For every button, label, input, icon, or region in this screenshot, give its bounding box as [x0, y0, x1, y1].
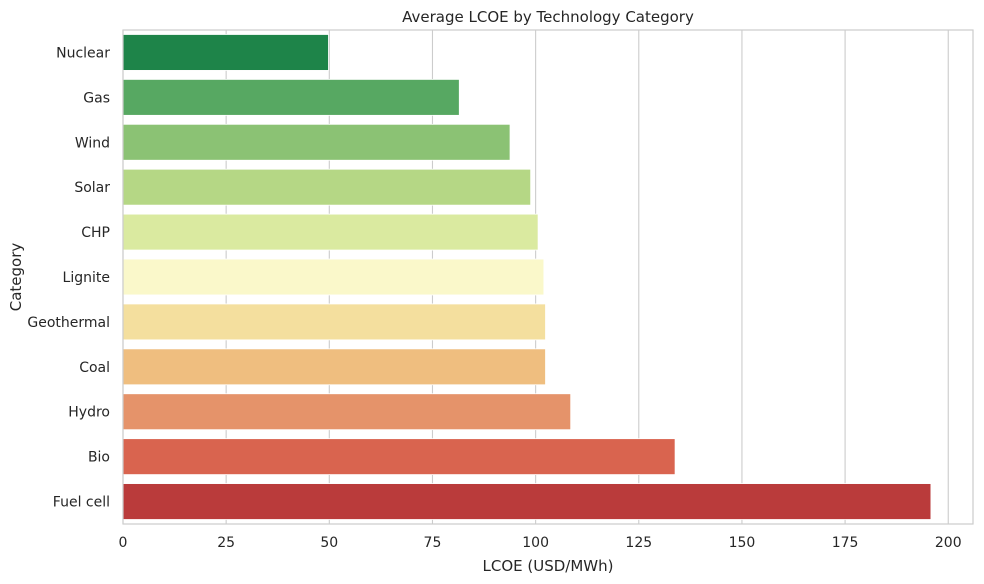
y-tick-label: Solar: [74, 180, 110, 196]
y-tick-label: Lignite: [63, 270, 110, 286]
chart-title: Average LCOE by Technology Category: [402, 8, 694, 26]
bar-fuel-cell: [122, 483, 932, 520]
y-tick-label: Bio: [88, 450, 110, 466]
bar-lignite: [122, 258, 545, 296]
x-tick-label: 25: [217, 535, 235, 551]
y-tick-label: Hydro: [68, 405, 110, 421]
x-axis-label: LCOE (USD/MWh): [483, 557, 614, 575]
x-tick-label: 125: [625, 535, 652, 551]
y-tick-label: Geothermal: [27, 315, 110, 331]
y-tick-label: Gas: [83, 90, 110, 106]
bar-wind: [122, 123, 511, 161]
x-tick-label: 0: [119, 535, 128, 551]
bar-solar: [122, 168, 532, 206]
plot-frame: [122, 29, 974, 525]
x-tick-label: 100: [522, 535, 549, 551]
y-tick-label: Fuel cell: [53, 495, 110, 511]
y-tick-label: Nuclear: [56, 45, 110, 61]
x-tick-label: 50: [320, 535, 338, 551]
y-tick-label: Coal: [79, 360, 110, 376]
bar-bio: [122, 438, 676, 476]
bar-nuclear: [122, 34, 329, 71]
x-tick-label: 150: [729, 535, 756, 551]
x-tick-labels: 0 25 50 75 100 125 150 175 200: [119, 535, 962, 551]
x-tick-label: 175: [832, 535, 859, 551]
x-tick-label: 75: [424, 535, 442, 551]
bar-geothermal: [122, 303, 546, 341]
bar-hydro: [122, 393, 572, 431]
y-tick-label: CHP: [81, 225, 110, 241]
x-tick-label: 200: [935, 535, 962, 551]
bar-coal: [122, 348, 546, 386]
bar-chp: [122, 213, 539, 251]
y-axis-label: Category: [7, 243, 25, 312]
y-tick-labels: Nuclear Gas Wind Solar CHP Lignite Geothermal C…: [27, 45, 110, 510]
bar-gas: [122, 79, 460, 116]
bars: [122, 34, 932, 520]
y-tick-label: Wind: [75, 135, 110, 151]
